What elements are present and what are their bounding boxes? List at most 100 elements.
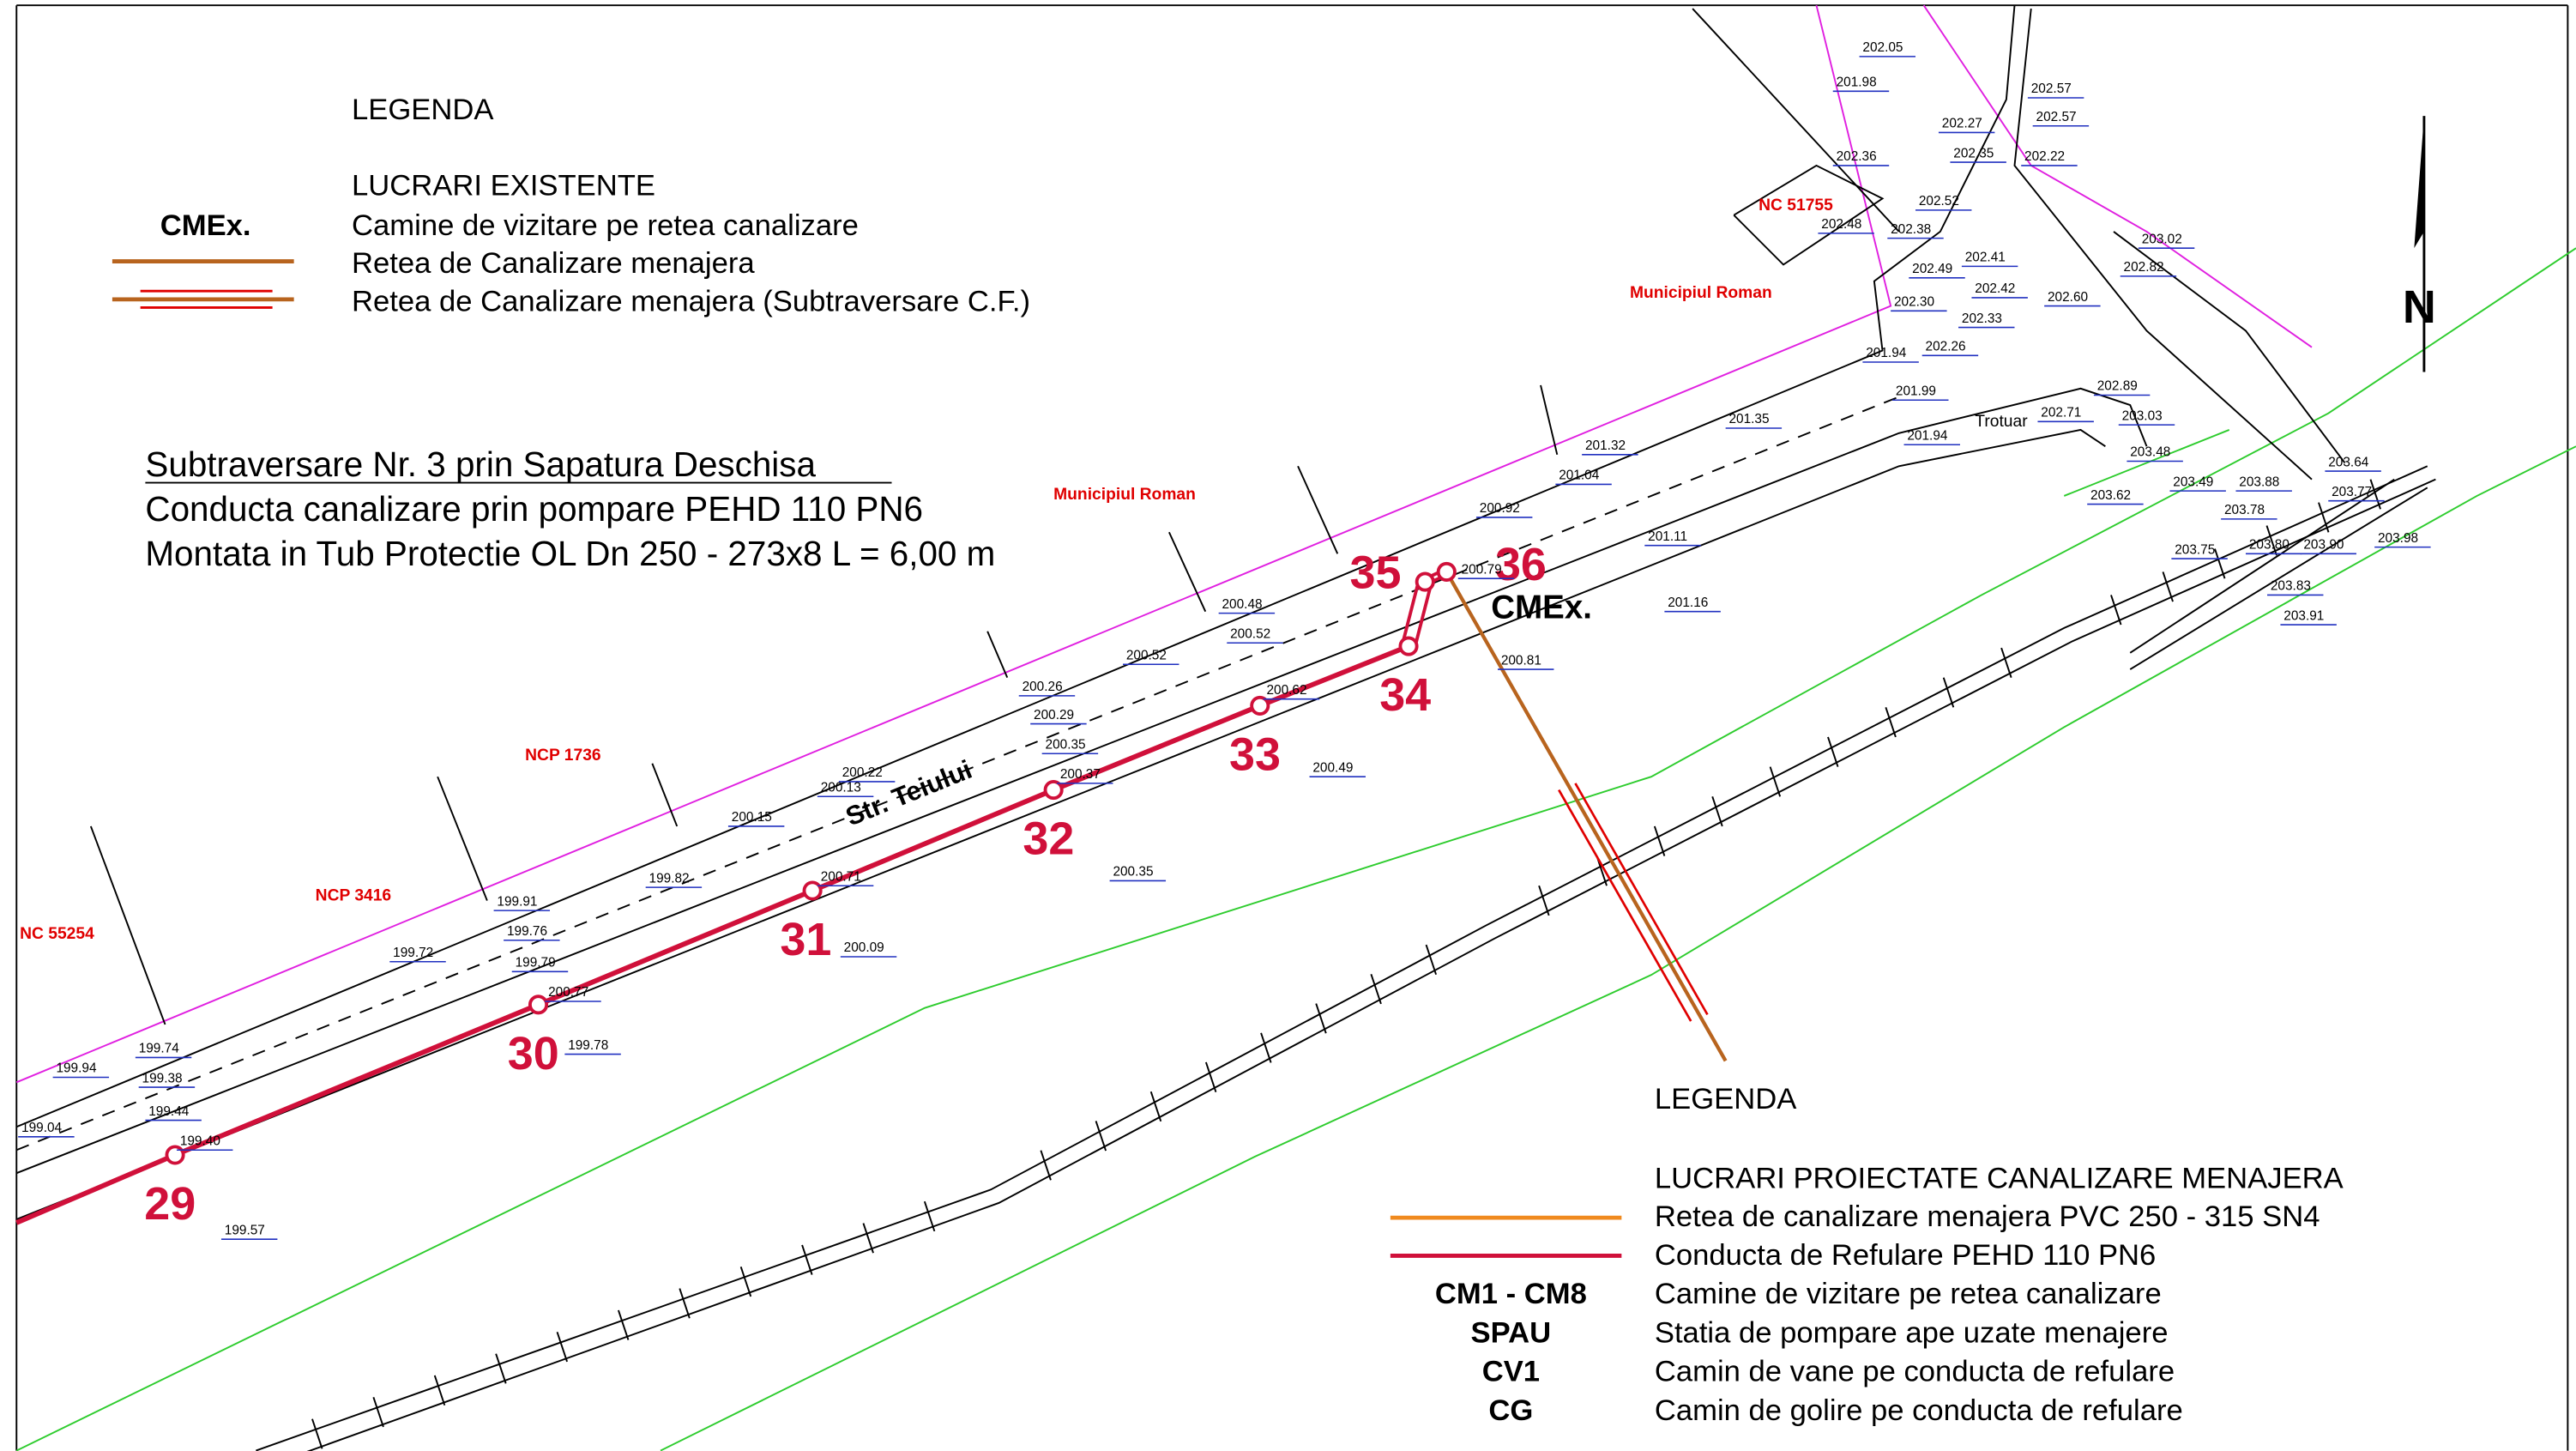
manhole — [1252, 698, 1268, 714]
rail-tick — [1261, 1033, 1271, 1063]
elevation-label: 200.77 — [548, 985, 588, 1000]
elevation-label: 202.42 — [1975, 281, 2015, 296]
manhole-number: 33 — [1229, 729, 1281, 780]
elevation-label: 199.40 — [180, 1134, 220, 1148]
rail-tick — [1712, 796, 1722, 826]
legend-symbol: CV1 — [1482, 1356, 1540, 1388]
legend-item: Conducta de Refulare PEHD 110 PN6 — [1655, 1239, 2156, 1272]
elevation-label: 203.02 — [2142, 232, 2182, 246]
elevation-label: 200.92 — [1480, 501, 1520, 516]
elevation-label: 202.49 — [1912, 262, 1952, 276]
elevation-label: 199.94 — [56, 1061, 97, 1076]
elevation-label: 199.38 — [142, 1071, 183, 1085]
elevation-label: 200.09 — [844, 940, 884, 955]
parcel-label: NCP 3416 — [316, 887, 392, 905]
legend-samples — [112, 262, 1621, 1256]
elevation-label: 199.44 — [148, 1104, 190, 1119]
existing-sewer — [1446, 571, 1725, 1061]
elevation-label: 200.52 — [1126, 648, 1167, 662]
elevation-label: 199.79 — [516, 956, 556, 970]
elevation-label: 203.83 — [2271, 579, 2311, 594]
drawing: LEGENDA LUCRARI EXISTENTE CMEx. Camine de v… — [0, 0, 2576, 1451]
rail-tick — [1041, 1151, 1051, 1181]
rail-tick — [312, 1419, 323, 1449]
existing-manhole-label: CMEx. — [1491, 589, 1592, 626]
rail-tick — [1151, 1091, 1161, 1122]
legend-symbol: CMEx. — [160, 209, 251, 242]
elevation-label: 202.22 — [2024, 149, 2065, 164]
rail-tick — [679, 1289, 690, 1319]
elevation-label: 202.35 — [1953, 146, 1994, 160]
manhole-number: 36 — [1495, 539, 1547, 590]
elevation-label: 201.04 — [1559, 469, 1600, 483]
parcel-label: NC 55254 — [20, 925, 94, 943]
rail-tick — [1771, 767, 1781, 797]
elevation-label: 203.78 — [2224, 503, 2265, 517]
rail-tick — [925, 1201, 935, 1231]
manhole — [1046, 782, 1062, 798]
legend-subtitle: LUCRARI PROIECTATE CANALIZARE MENAJERA — [1655, 1163, 2344, 1195]
rail-tick — [863, 1224, 873, 1254]
elevation-label: 200.22 — [842, 765, 883, 780]
crossing-note: Subtraversare Nr. 3 prin Sapatura Deschi… — [145, 444, 816, 484]
rail-tick — [2163, 571, 2173, 602]
manhole — [804, 882, 820, 898]
rail-tick — [2001, 648, 2012, 678]
north-label: N — [2403, 281, 2436, 333]
legend-symbol: CG — [1488, 1394, 1533, 1427]
elevation-label: 200.29 — [1034, 708, 1074, 722]
manhole — [1439, 564, 1455, 580]
green-boundaries — [16, 248, 2576, 1450]
elevation-label: 199.78 — [568, 1038, 608, 1053]
elevation-label: 203.75 — [2175, 542, 2215, 557]
elevation-label: 199.91 — [497, 894, 537, 909]
elevation-label: 200.26 — [1023, 680, 1063, 694]
rail-tick — [1427, 945, 1437, 975]
legend-subtitle: LUCRARI EXISTENTE — [352, 170, 655, 203]
rail-tick — [802, 1245, 812, 1275]
elevation-label: 203.98 — [2378, 531, 2418, 546]
manhole-number: 31 — [780, 914, 831, 965]
elevation-label: 203.64 — [2328, 455, 2369, 469]
elevation-label: 203.03 — [2122, 408, 2163, 423]
page: {"legend_existing":{"title":"LEGENDA","s… — [0, 0, 2576, 1451]
rail-tick — [618, 1310, 629, 1340]
elevation-label: 200.62 — [1266, 683, 1306, 698]
rail-tick — [2215, 549, 2225, 579]
manhole — [530, 996, 546, 1013]
elevation-label: 200.48 — [1222, 597, 1263, 612]
manhole — [166, 1146, 183, 1163]
elevation-label: 201.94 — [1866, 346, 1907, 360]
elevation-label: 202.57 — [2036, 110, 2077, 124]
elevation-label: 199.76 — [507, 924, 547, 939]
elevation-label: 203.77 — [2332, 485, 2372, 499]
parcel-label: Municipiul Roman — [1630, 284, 1772, 302]
elevation-label: 200.79 — [1462, 562, 1502, 577]
elevation-label: 202.41 — [1965, 251, 2006, 265]
elevation-label: 201.35 — [1728, 412, 1769, 426]
legend-item: Camin de vane pe conducta de refulare — [1655, 1356, 2175, 1388]
legend-title: LEGENDA — [352, 94, 494, 126]
legend-item: Retea de Canalizare menajera (Subtravers… — [352, 285, 1030, 317]
elevation-label: 203.80 — [2249, 538, 2289, 553]
elevation-label: 201.11 — [1648, 529, 1687, 544]
legend-item: Camine de vizitare pe retea canalizare — [352, 209, 859, 242]
rail-tick — [741, 1267, 751, 1297]
elevation-label: 199.72 — [393, 946, 433, 960]
elevation-label: 202.26 — [1926, 340, 1966, 354]
rail-tick — [1316, 1004, 1326, 1034]
legend-item: Retea de Canalizare menajera — [352, 247, 755, 280]
sidewalk-label: Trotuar — [1975, 413, 2028, 431]
elevation-label: 200.13 — [821, 780, 861, 795]
elevation-label: 203.90 — [2303, 538, 2344, 553]
elevation-label: 202.05 — [1862, 40, 1903, 55]
elevation-label: 200.37 — [1060, 767, 1101, 782]
elevation-label: 200.52 — [1230, 626, 1270, 641]
elevation-label: 202.52 — [1919, 194, 1959, 209]
elevation-label: 200.81 — [1501, 653, 1541, 668]
legend-title: LEGENDA — [1655, 1083, 1797, 1115]
elevation-label: 202.27 — [1942, 117, 1982, 131]
rail-tick — [1096, 1121, 1107, 1151]
manhole-number: 34 — [1379, 669, 1431, 721]
elevation-label: 201.32 — [1585, 438, 1626, 453]
